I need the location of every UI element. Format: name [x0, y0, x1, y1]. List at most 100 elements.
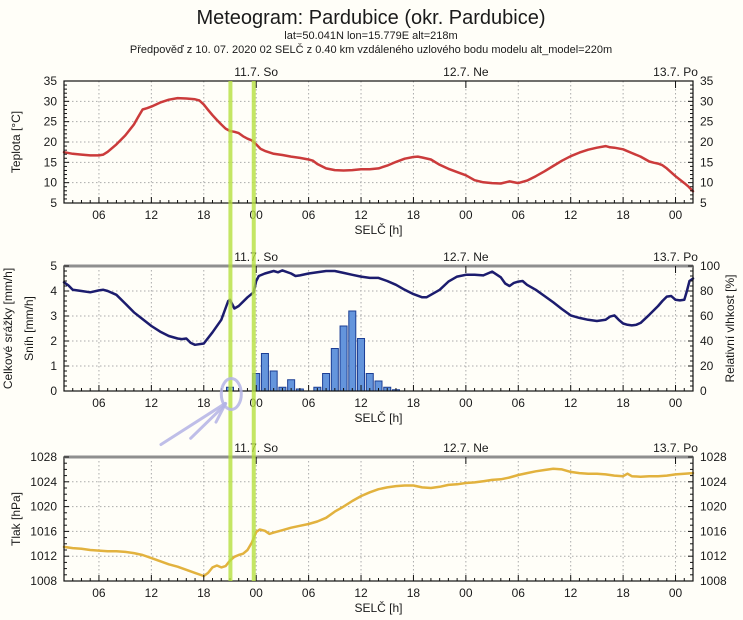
annotation-circle — [219, 376, 243, 411]
day-label: 11.7. So — [234, 65, 278, 79]
day-label: 12.7. Ne — [443, 441, 489, 455]
y-tick-label: 5 — [50, 196, 57, 210]
x-tick-label: 00 — [250, 208, 264, 222]
x-tick-label: 12 — [564, 208, 578, 222]
y-tick-label: 4 — [50, 284, 57, 298]
x-tick-label: 06 — [512, 396, 526, 410]
x-tick-label: 00 — [459, 208, 473, 222]
y-tick-label: 1012 — [30, 549, 57, 563]
y-tick-label: 25 — [44, 115, 58, 129]
y-tick-label: 1020 — [700, 500, 727, 514]
x-tick-label: 00 — [669, 396, 683, 410]
temperature-line — [62, 96, 695, 193]
x-axis-title: SELČ [h] — [354, 222, 402, 237]
x-tick-label: 12 — [564, 396, 578, 410]
x-tick-label: 06 — [92, 586, 106, 600]
page-title: Meteogram: Pardubice (okr. Pardubice) — [196, 7, 545, 29]
precip-bar — [260, 353, 269, 392]
y-tick-label: 15 — [44, 155, 58, 169]
x-tick-label: 00 — [250, 586, 264, 600]
y-tick-label: 5 — [50, 259, 57, 273]
x-tick-label: 18 — [616, 208, 630, 222]
panel-border — [63, 80, 694, 204]
x-tick-label: 06 — [302, 586, 316, 600]
y-tick-label: 3 — [50, 309, 57, 323]
y-tick-label: 1024 — [700, 475, 727, 489]
x-tick-label: 18 — [197, 396, 211, 410]
y-tick-label: 1016 — [30, 524, 57, 538]
y-tick-label: 1024 — [30, 475, 57, 489]
x-tick-label: 06 — [92, 396, 106, 410]
x-axis-title: SELČ [h] — [354, 410, 402, 425]
y-tick-label: 1008 — [700, 574, 727, 588]
y-tick-label: 20 — [44, 135, 58, 149]
y-tick-label: 1012 — [700, 549, 727, 563]
x-tick-label: 12 — [354, 586, 368, 600]
location-subtitle: lat=50.041N lon=15.779E alt=218m — [284, 30, 457, 42]
x-tick-label: 12 — [145, 396, 159, 410]
annotation-arrow — [214, 401, 228, 424]
x-tick-label: 00 — [250, 396, 264, 410]
y-tick-label: 10 — [44, 176, 58, 190]
y-tick-label: 1008 — [30, 574, 57, 588]
panel-1: 5 10 15 20 25 30 35 5 10 15 20 25 30 35 06 12 18 00 06 12 18… — [9, 65, 714, 237]
x-tick-label: 18 — [197, 586, 211, 600]
annotation-arrow — [189, 403, 227, 440]
x-tick-label: 12 — [354, 396, 368, 410]
y-tick-label: 0 — [700, 384, 707, 398]
pressure-line — [62, 467, 695, 578]
y-tick-label: 1016 — [700, 524, 727, 538]
y-axis-title: Celkové srážky [mm/h] — [1, 268, 15, 389]
x-tick-label: 12 — [354, 208, 368, 222]
x-tick-label: 12 — [145, 586, 159, 600]
y-tick-label: 1028 — [700, 450, 727, 464]
x-tick-label: 06 — [92, 208, 106, 222]
panel-3: 1008 1012 1016 1020 1024 1028 1008 1012 1016 1020… — [9, 441, 727, 615]
x-tick-label: 06 — [302, 396, 316, 410]
day-label: 11.7. So — [234, 441, 278, 455]
precip-bar — [330, 348, 339, 392]
humidity-line — [62, 269, 695, 347]
x-tick-label: 12 — [564, 586, 578, 600]
x-axis-title: SELČ [h] — [354, 600, 402, 615]
day-label: 12.7. Ne — [443, 250, 489, 264]
y-tick-label: 1020 — [30, 500, 57, 514]
y-tick-label: 15 — [700, 155, 714, 169]
x-tick-label: 18 — [197, 208, 211, 222]
y-tick-label: 25 — [700, 115, 714, 129]
precip-bar — [348, 310, 357, 392]
y-tick-label: 20 — [700, 359, 714, 373]
y-tick-label: 80 — [700, 284, 714, 298]
y-tick-label: 30 — [44, 94, 58, 108]
panel-border — [63, 456, 694, 582]
y-axis-title: Tlak [hPa] — [9, 492, 23, 546]
y-tick-label: 35 — [44, 74, 58, 88]
y-axis-title: Sníh [mm/h] — [22, 296, 36, 361]
y-tick-label: 100 — [700, 259, 720, 273]
day-label: 12.7. Ne — [443, 65, 489, 79]
x-tick-label: 18 — [407, 208, 421, 222]
y-tick-label: 60 — [700, 309, 714, 323]
y2-axis-title: Relativní vlhkost [%] — [723, 274, 737, 382]
x-tick-label: 18 — [616, 396, 630, 410]
y-tick-label: 1028 — [30, 450, 57, 464]
y-tick-label: 10 — [700, 176, 714, 190]
day-label: 13.7. Po — [653, 441, 698, 455]
x-tick-label: 18 — [407, 586, 421, 600]
highlight-vline — [228, 81, 233, 581]
y-tick-label: 35 — [700, 74, 714, 88]
x-tick-label: 18 — [407, 396, 421, 410]
y-tick-label: 20 — [700, 135, 714, 149]
y-tick-label: 30 — [700, 94, 714, 108]
highlight-vline — [251, 81, 256, 581]
x-tick-label: 06 — [512, 586, 526, 600]
x-tick-label: 00 — [459, 586, 473, 600]
day-label: 13.7. Po — [653, 250, 698, 264]
panel-border — [63, 265, 694, 392]
x-tick-label: 12 — [145, 208, 159, 222]
y-tick-label: 1 — [50, 359, 57, 373]
